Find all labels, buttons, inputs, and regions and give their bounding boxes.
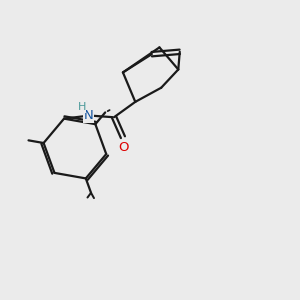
Text: H: H — [77, 103, 86, 112]
Text: N: N — [83, 109, 93, 122]
Text: O: O — [118, 141, 129, 154]
